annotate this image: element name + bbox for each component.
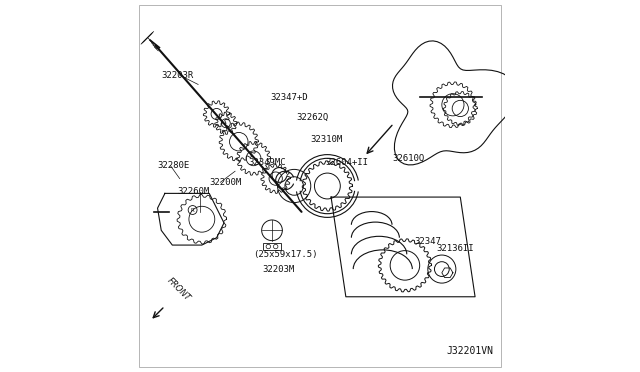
Text: 32347+D: 32347+D	[270, 93, 308, 102]
Bar	[263, 243, 281, 250]
Text: 32260M: 32260M	[178, 187, 210, 196]
Text: 32280E: 32280E	[157, 161, 190, 170]
Text: 32349MC: 32349MC	[248, 157, 285, 167]
Text: 32200M: 32200M	[209, 178, 241, 187]
Text: 32203M: 32203M	[263, 264, 295, 273]
Text: 32262Q: 32262Q	[296, 113, 328, 122]
Text: FRONT: FRONT	[165, 276, 191, 302]
Text: 32347: 32347	[414, 237, 441, 246]
Text: 32136II: 32136II	[436, 244, 474, 253]
Text: 32310M: 32310M	[311, 135, 343, 144]
Text: (25x59x17.5): (25x59x17.5)	[253, 250, 318, 259]
Text: R: R	[191, 208, 195, 213]
Text: 32604+II: 32604+II	[326, 157, 369, 167]
Text: J32201VN: J32201VN	[447, 346, 493, 356]
Text: 32610Q: 32610Q	[392, 154, 424, 163]
Text: 32203R: 32203R	[161, 71, 193, 80]
